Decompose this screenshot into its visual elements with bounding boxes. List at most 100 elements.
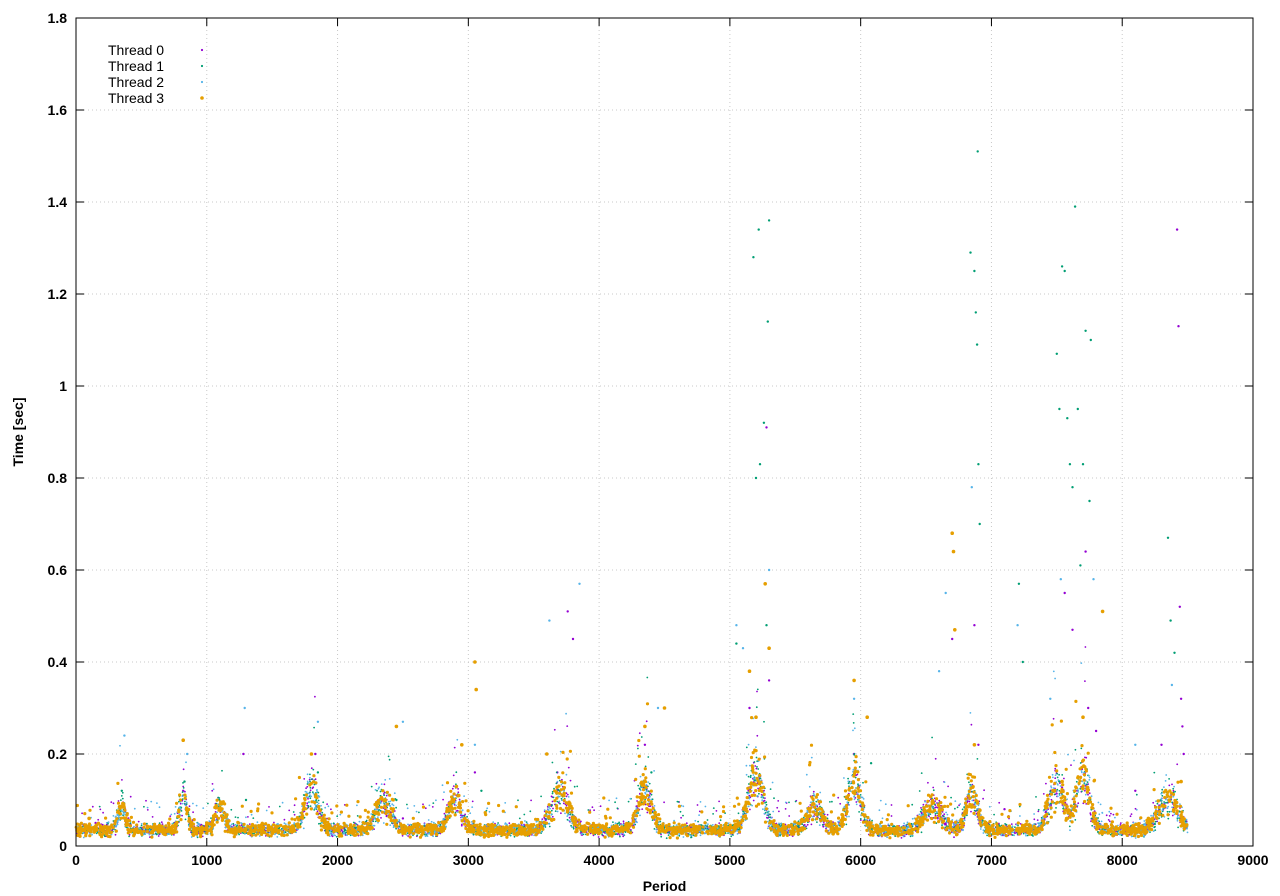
data-point bbox=[614, 801, 616, 804]
data-point bbox=[415, 810, 418, 813]
data-point bbox=[455, 771, 458, 774]
data-point bbox=[806, 823, 809, 826]
data-point bbox=[757, 768, 760, 770]
data-point bbox=[1042, 793, 1045, 795]
data-point bbox=[383, 791, 386, 794]
data-point bbox=[309, 789, 312, 792]
data-point bbox=[120, 789, 124, 792]
data-point bbox=[648, 782, 651, 785]
data-point bbox=[306, 785, 309, 788]
data-point bbox=[854, 797, 857, 799]
data-point bbox=[183, 780, 186, 783]
data-point bbox=[1056, 792, 1058, 795]
data-point bbox=[858, 811, 860, 813]
data-point bbox=[1160, 743, 1163, 746]
data-point bbox=[375, 782, 378, 785]
data-point bbox=[1154, 825, 1156, 828]
data-point bbox=[184, 800, 186, 803]
data-point bbox=[969, 251, 972, 254]
data-point bbox=[975, 809, 978, 812]
data-point bbox=[968, 781, 970, 784]
data-point bbox=[847, 777, 849, 780]
data-point bbox=[471, 800, 474, 803]
data-point bbox=[388, 758, 391, 761]
data-point bbox=[1089, 813, 1092, 816]
data-point bbox=[95, 832, 98, 835]
data-point bbox=[1163, 801, 1165, 803]
data-point bbox=[937, 817, 939, 820]
data-point bbox=[924, 800, 926, 803]
data-point bbox=[1073, 205, 1077, 208]
data-point bbox=[428, 804, 431, 807]
data-point bbox=[1129, 815, 1132, 818]
data-point bbox=[854, 776, 857, 779]
data-point bbox=[888, 825, 891, 827]
data-point bbox=[201, 835, 204, 838]
data-point bbox=[188, 805, 191, 808]
data-point bbox=[1004, 823, 1006, 825]
data-point bbox=[837, 796, 840, 799]
data-point bbox=[471, 806, 474, 808]
data-point bbox=[310, 778, 313, 781]
data-point bbox=[472, 833, 475, 836]
data-point bbox=[685, 822, 688, 825]
data-point bbox=[755, 706, 758, 709]
data-point bbox=[978, 522, 981, 526]
data-point bbox=[91, 805, 94, 808]
data-point bbox=[636, 800, 638, 802]
data-point bbox=[217, 796, 220, 799]
data-point bbox=[336, 815, 339, 818]
data-point bbox=[616, 807, 619, 810]
data-point bbox=[395, 806, 397, 809]
data-point bbox=[234, 816, 237, 818]
data-point bbox=[1099, 803, 1102, 806]
data-point bbox=[1134, 789, 1137, 792]
data-point bbox=[182, 785, 185, 788]
data-point bbox=[650, 771, 653, 774]
data-point bbox=[893, 825, 896, 827]
data-point bbox=[788, 801, 790, 804]
data-point bbox=[936, 802, 938, 804]
data-point bbox=[306, 802, 309, 805]
data-point bbox=[444, 814, 447, 817]
data-point bbox=[976, 150, 979, 153]
data-point bbox=[954, 807, 956, 810]
data-point bbox=[634, 763, 637, 765]
data-point bbox=[1119, 822, 1122, 824]
data-point bbox=[812, 790, 815, 793]
data-point bbox=[918, 790, 921, 792]
data-point bbox=[730, 835, 733, 838]
data-point bbox=[646, 811, 649, 814]
data-point bbox=[572, 826, 575, 828]
data-point bbox=[389, 800, 392, 803]
data-point bbox=[1081, 463, 1085, 466]
data-point bbox=[169, 815, 172, 818]
data-point bbox=[852, 713, 855, 715]
data-point bbox=[754, 765, 757, 767]
data-point bbox=[523, 813, 526, 816]
data-point bbox=[1045, 782, 1047, 785]
data-point bbox=[97, 818, 100, 821]
data-point bbox=[352, 821, 355, 824]
data-point bbox=[763, 799, 766, 802]
data-point bbox=[805, 825, 807, 828]
data-point bbox=[568, 816, 571, 819]
data-point bbox=[1090, 817, 1093, 820]
data-point bbox=[745, 746, 748, 749]
data-point bbox=[929, 813, 932, 815]
data-point bbox=[1022, 832, 1025, 835]
data-point bbox=[767, 816, 770, 819]
data-point bbox=[1176, 763, 1179, 766]
data-point bbox=[973, 809, 976, 812]
data-point bbox=[712, 807, 715, 809]
data-point bbox=[906, 823, 908, 826]
data-point bbox=[307, 797, 309, 800]
data-point bbox=[562, 802, 565, 805]
data-point bbox=[777, 800, 780, 802]
data-point bbox=[314, 752, 317, 756]
data-point bbox=[312, 786, 315, 789]
data-point bbox=[645, 720, 648, 723]
data-point bbox=[715, 810, 718, 812]
data-point bbox=[943, 813, 946, 816]
data-point bbox=[1179, 697, 1183, 700]
